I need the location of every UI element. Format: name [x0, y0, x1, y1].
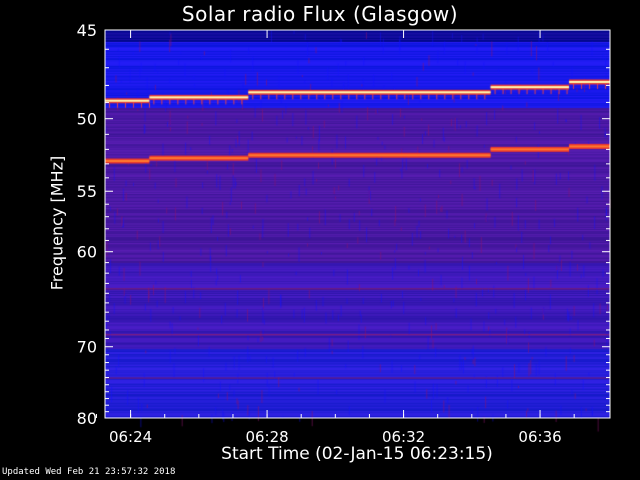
- x-tick-label: 06:24: [109, 428, 152, 446]
- x-tick-label: 06:32: [382, 428, 425, 446]
- chart-title: Solar radio Flux (Glasgow): [181, 2, 459, 26]
- x-tick-label: 06:36: [518, 428, 561, 446]
- y-tick-label: 45: [77, 21, 97, 40]
- y-axis-label: Frequency [MHz]: [47, 155, 67, 291]
- y-tick-label: 50: [77, 110, 97, 129]
- y-tick-label: 60: [77, 243, 97, 262]
- plot-frame: [104, 29, 611, 419]
- y-tick-label: 55: [77, 182, 97, 201]
- x-axis-label: Start Time (02-Jan-15 06:23:15): [221, 444, 493, 464]
- updated-timestamp: Updated Wed Feb 21 23:57:32 2018: [2, 467, 176, 477]
- x-tick-label: 06:28: [245, 428, 288, 446]
- y-tick-label: 80: [77, 409, 97, 428]
- y-tick-label: 70: [77, 338, 97, 357]
